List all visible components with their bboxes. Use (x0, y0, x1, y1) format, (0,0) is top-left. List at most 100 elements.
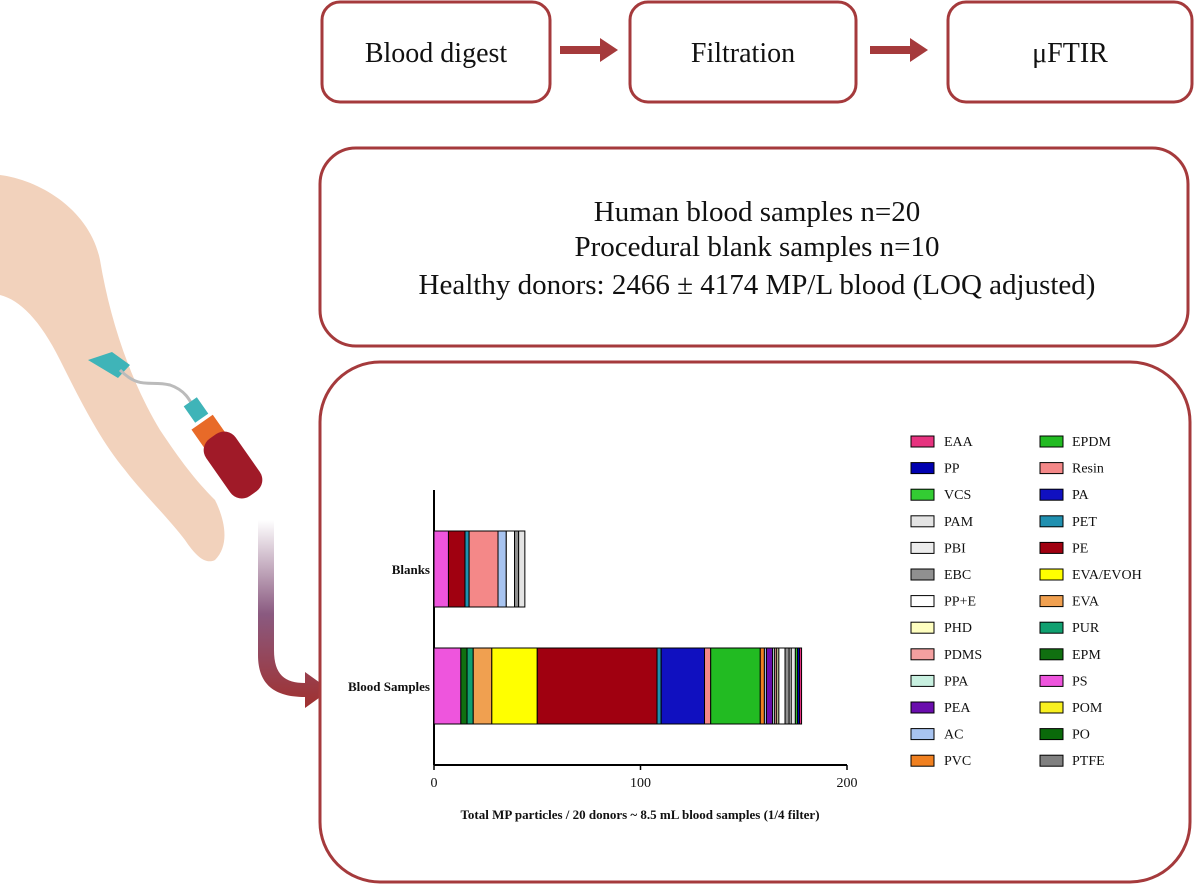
legend-swatch (1039, 648, 1064, 661)
legend-label: PP+E (944, 595, 976, 610)
tube-cap (191, 414, 227, 450)
y-tick-label: Blanks (392, 562, 430, 577)
legend-label: PVC (944, 754, 971, 769)
x-tick-label: 100 (630, 776, 651, 791)
legend-label: Resin (1072, 462, 1104, 477)
legend-label: PET (1072, 515, 1097, 530)
tube (118, 368, 197, 411)
legend-label: EVA (1072, 595, 1100, 610)
legend-swatch (1039, 515, 1064, 528)
bar-segment (464, 530, 470, 608)
bar-segment (704, 647, 712, 725)
bar-segment (460, 647, 468, 725)
bar-segment (497, 530, 507, 608)
bar-segment (765, 647, 774, 725)
legend-swatch (910, 648, 935, 661)
legend-swatch (1039, 435, 1064, 448)
legend-label: PO (1072, 728, 1090, 743)
bar-segment (514, 530, 520, 608)
bar-segment (447, 530, 466, 608)
flow-box (320, 0, 552, 104)
bar-segment (505, 530, 516, 608)
legend-swatch (910, 541, 935, 554)
flow-arrow (560, 38, 618, 62)
legend-swatch (1039, 462, 1064, 475)
flow-box (946, 0, 1194, 104)
y-tick-label: Blood Samples (348, 679, 430, 694)
legend-swatch (1039, 621, 1064, 634)
legend-swatch (1039, 595, 1064, 608)
legend-swatch (910, 462, 935, 475)
legend-label: PS (1072, 674, 1088, 689)
bar-segment (472, 647, 493, 725)
legend-label: PHD (944, 621, 972, 636)
legend-swatch (910, 595, 935, 608)
legend-swatch (1039, 568, 1064, 581)
legend-label: EPDM (1072, 435, 1111, 450)
legend-label: EPM (1072, 648, 1101, 663)
legend-swatch (910, 701, 935, 714)
legend-label: POM (1072, 701, 1103, 716)
legend-swatch (910, 435, 935, 448)
bar-segment (468, 530, 499, 608)
legend-swatch (1039, 754, 1064, 767)
x-tick-label: 0 (431, 776, 438, 791)
bar-segment (518, 530, 526, 608)
flow-box (628, 0, 858, 104)
bar-segment (656, 647, 662, 725)
legend-swatch (910, 488, 935, 501)
blood-tube (203, 431, 263, 499)
bar-segment (536, 647, 658, 725)
summary-line: Procedural blank samples n=10 (574, 231, 939, 263)
flow-label: μFTIR (1032, 38, 1108, 69)
legend-label: PTFE (1072, 754, 1105, 769)
legend-label: EBC (944, 568, 971, 583)
legend-label: PP (944, 462, 960, 477)
legend-swatch (910, 674, 935, 687)
flow-label: Filtration (691, 38, 795, 69)
legend-swatch (1039, 701, 1064, 714)
chart-box (318, 360, 1192, 884)
legend-label: VCS (944, 488, 971, 503)
bar-segment (759, 647, 765, 725)
legend-swatch (910, 621, 935, 634)
bar-segment (660, 647, 706, 725)
bar-segment (466, 647, 474, 725)
legend-swatch (910, 515, 935, 528)
legend-label: EVA/EVOH (1072, 568, 1142, 583)
x-axis-label: Total MP particles / 20 donors ~ 8.5 mL … (460, 807, 819, 822)
legend-label: PA (1072, 488, 1090, 503)
bar-segment (799, 647, 803, 725)
legend-swatch (1039, 728, 1064, 741)
legend-swatch (910, 754, 935, 767)
legend-label: PUR (1072, 621, 1100, 636)
summary-box (318, 146, 1190, 348)
legend-label: PE (1072, 541, 1088, 556)
summary-line: Healthy donors: 2466 ± 4174 MP/L blood (… (419, 269, 1096, 301)
bar-segment (784, 647, 790, 725)
legend-label: PEA (944, 701, 971, 716)
legend-label: AC (944, 728, 963, 743)
flow-arrow (870, 38, 928, 62)
bar-segment (433, 530, 449, 608)
x-tick-label: 200 (837, 776, 858, 791)
flow-label: Blood digest (365, 38, 508, 69)
legend-label: PAM (944, 515, 974, 530)
bar-segment (790, 647, 796, 725)
bar-segment (778, 647, 786, 725)
legend-swatch (1039, 541, 1064, 554)
bar-segment (710, 647, 761, 725)
bar-segment (433, 647, 462, 725)
legend-swatch (1039, 674, 1064, 687)
legend-label: PBI (944, 541, 966, 556)
bar-segment (491, 647, 538, 725)
legend-label: PDMS (944, 648, 982, 663)
legend-label: PPA (944, 674, 969, 689)
summary-line: Human blood samples n=20 (594, 196, 920, 228)
adapter (183, 397, 209, 423)
legend-label: EAA (944, 435, 974, 450)
legend-swatch (910, 728, 935, 741)
chart: 0 100 200 Total MP particles / 20 donors ~ … (348, 435, 1142, 822)
